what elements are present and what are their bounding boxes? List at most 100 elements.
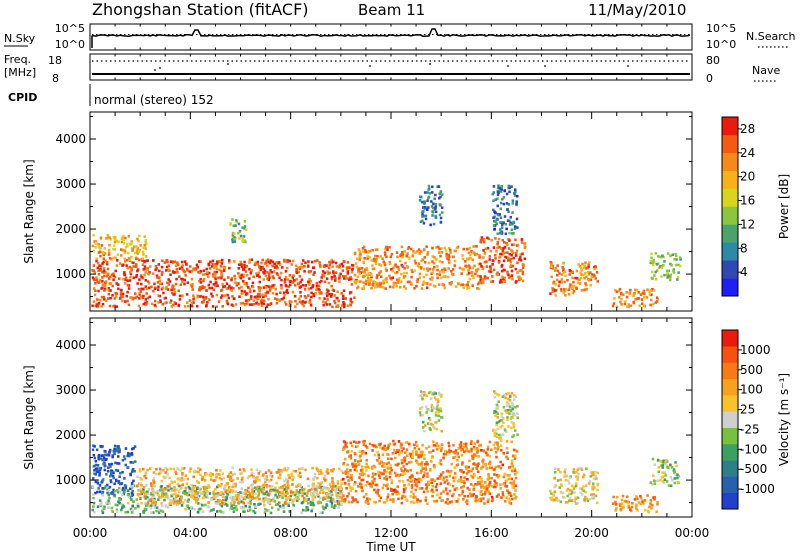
range-gate-cell xyxy=(157,498,160,501)
range-gate-cell xyxy=(330,293,334,296)
range-gate-cell xyxy=(167,485,170,488)
range-gate-cell xyxy=(362,260,365,264)
range-gate-cell xyxy=(321,505,325,508)
range-gate-cell xyxy=(253,503,256,506)
range-gate-cell xyxy=(654,252,658,255)
range-gate-cell xyxy=(389,262,392,266)
range-gate-cell xyxy=(466,273,469,276)
range-gate-cell xyxy=(562,262,566,265)
range-gate-cell xyxy=(144,247,148,251)
range-gate-cell xyxy=(385,255,388,259)
range-gate-cell xyxy=(102,487,105,490)
range-gate-cell xyxy=(677,263,681,267)
range-gate-cell xyxy=(275,292,278,296)
range-gate-cell xyxy=(169,501,172,505)
range-gate-cell xyxy=(448,474,452,478)
range-gate-cell xyxy=(283,479,286,483)
range-gate-cell xyxy=(423,256,426,259)
range-gate-cell xyxy=(241,236,244,240)
range-gate-cell xyxy=(374,248,378,251)
range-gate-cell xyxy=(334,500,337,504)
range-gate-cell xyxy=(95,276,98,279)
range-gate-cell xyxy=(171,284,174,288)
range-gate-cell xyxy=(657,466,660,469)
range-gate-cell xyxy=(344,444,347,447)
range-gate-cell xyxy=(198,279,201,283)
range-gate-cell xyxy=(495,403,499,407)
range-gate-cell xyxy=(105,262,109,266)
range-gate-cell xyxy=(673,477,676,480)
range-gate-cell xyxy=(285,290,288,293)
range-gate-cell xyxy=(620,303,623,306)
range-gate-cell xyxy=(208,509,211,513)
range-gate-cell xyxy=(263,272,266,275)
range-gate-cell xyxy=(156,276,159,279)
range-gate-cell xyxy=(349,457,353,460)
range-gate-cell xyxy=(106,267,110,271)
range-gate-cell xyxy=(446,498,449,501)
range-gate-cell xyxy=(446,257,449,260)
range-gate-cell xyxy=(434,421,437,424)
range-gate-cell xyxy=(443,481,447,484)
range-gate-cell xyxy=(349,469,352,472)
range-gate-cell xyxy=(284,500,287,504)
range-gate-cell xyxy=(173,499,177,503)
range-gate-cell xyxy=(268,272,271,275)
range-gate-cell xyxy=(434,407,437,410)
range-gate-cell xyxy=(250,295,253,298)
range-gate-cell xyxy=(506,409,509,412)
range-gate-cell xyxy=(98,468,102,472)
range-gate-cell xyxy=(105,473,108,476)
range-gate-cell xyxy=(265,496,268,499)
velocity-y-label: Slant Range [km] xyxy=(22,365,36,469)
range-gate-cell xyxy=(378,443,381,446)
range-gate-cell xyxy=(478,253,481,257)
range-gate-cell xyxy=(512,426,516,429)
range-gate-cell xyxy=(386,248,389,251)
range-gate-cell xyxy=(673,470,676,473)
range-gate-cell xyxy=(285,478,288,481)
range-gate-cell xyxy=(92,505,95,508)
range-gate-cell xyxy=(261,265,264,269)
range-gate-cell xyxy=(394,490,397,494)
range-gate-cell xyxy=(503,394,506,397)
range-gate-cell xyxy=(124,250,127,254)
range-gate-cell xyxy=(135,265,138,268)
range-gate-cell xyxy=(618,287,622,291)
range-gate-cell xyxy=(470,447,473,451)
range-gate-cell xyxy=(662,264,665,267)
range-gate-cell xyxy=(405,448,409,451)
range-gate-cell xyxy=(395,251,399,254)
range-gate-cell xyxy=(499,252,502,256)
range-gate-cell xyxy=(438,475,442,478)
range-gate-cell xyxy=(263,269,267,273)
range-gate-cell xyxy=(560,273,564,276)
range-gate-cell xyxy=(295,489,299,492)
range-gate-cell xyxy=(499,190,503,193)
range-gate-cell xyxy=(122,492,125,496)
range-gate-cell xyxy=(353,464,357,468)
range-gate-cell xyxy=(371,481,374,485)
range-gate-cell xyxy=(232,496,236,499)
range-gate-cell xyxy=(329,295,333,298)
range-gate-cell xyxy=(466,265,469,268)
range-gate-cell xyxy=(289,494,293,498)
range-gate-cell xyxy=(425,485,429,488)
range-gate-cell xyxy=(382,472,385,475)
range-gate-cell xyxy=(618,296,621,299)
range-gate-cell xyxy=(569,475,572,478)
range-gate-cell xyxy=(297,270,300,274)
range-gate-cell xyxy=(312,503,315,507)
range-gate-cell xyxy=(423,429,426,433)
range-gate-cell xyxy=(409,478,413,482)
range-gate-cell xyxy=(274,488,277,492)
range-gate-cell xyxy=(358,280,362,283)
range-gate-cell xyxy=(492,208,495,212)
range-gate-cell xyxy=(482,238,486,241)
range-gate-cell xyxy=(260,488,263,491)
range-gate-cell xyxy=(551,286,554,290)
range-gate-cell xyxy=(234,485,237,488)
range-gate-cell xyxy=(325,277,329,280)
range-gate-cell xyxy=(282,506,286,510)
range-gate-cell xyxy=(422,280,425,284)
